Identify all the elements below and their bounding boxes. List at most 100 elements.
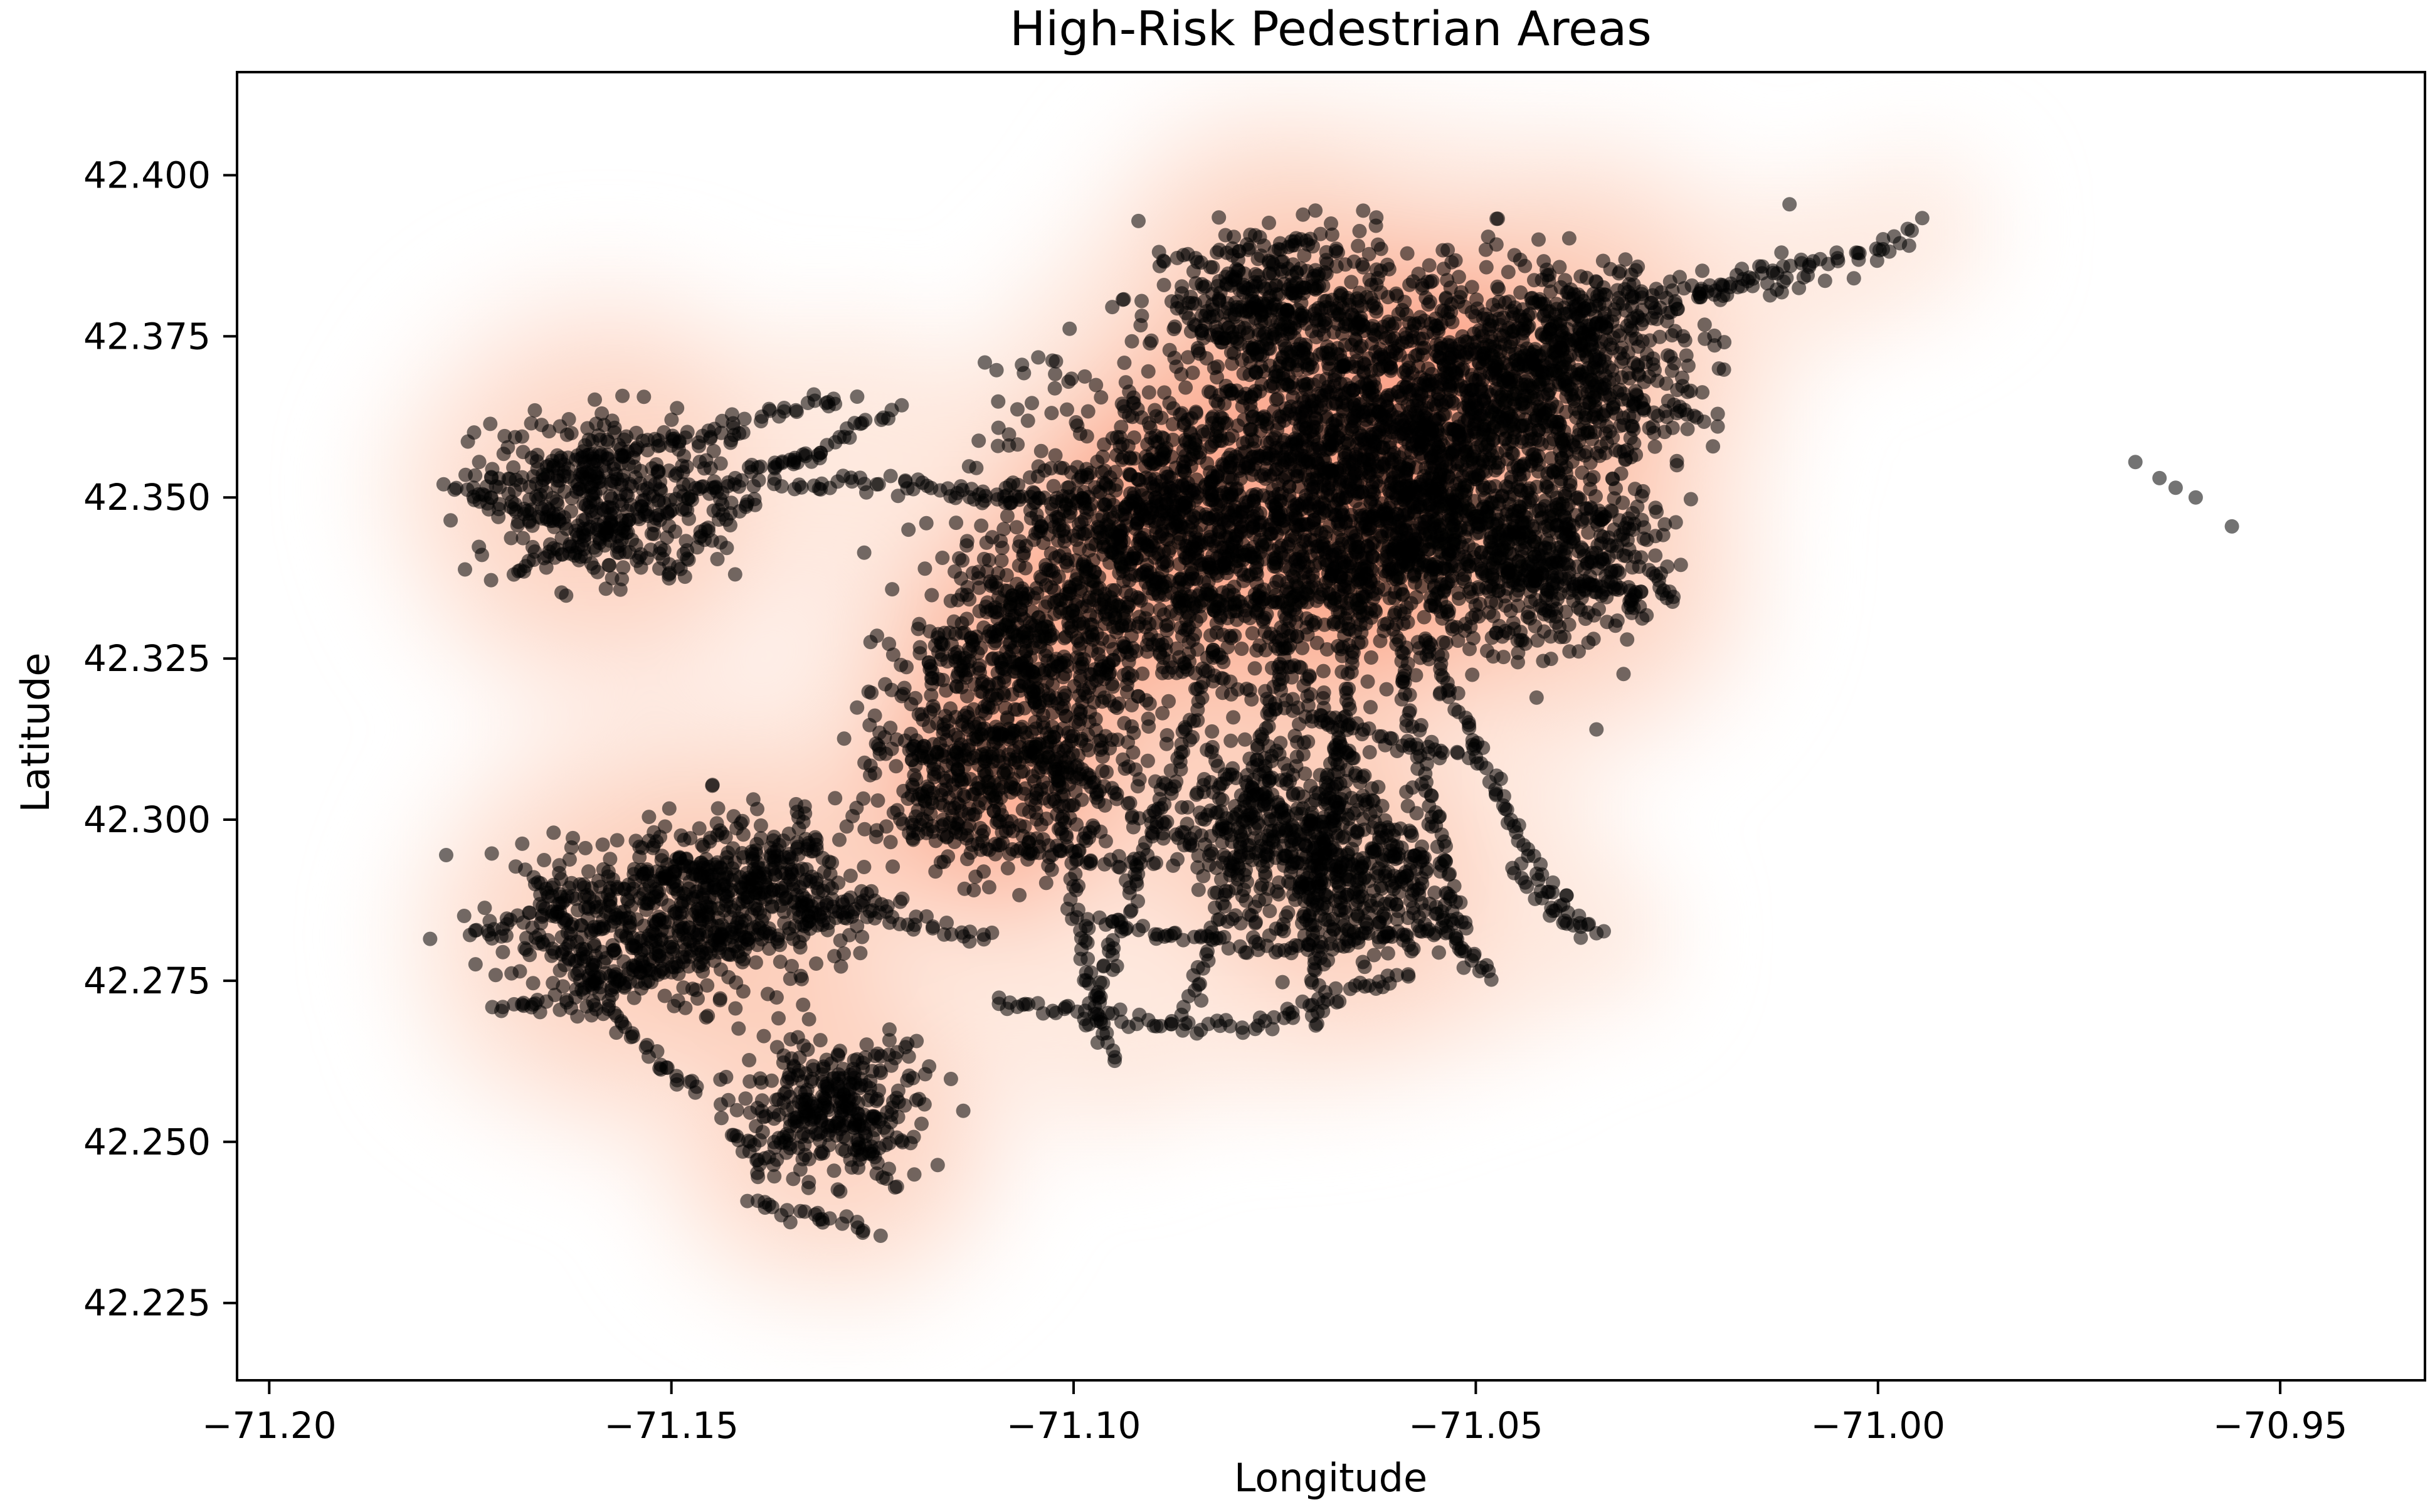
crash-point [806, 387, 821, 402]
crash-point [1433, 685, 1448, 700]
crash-point [1166, 322, 1181, 337]
crash-point [723, 518, 737, 532]
crash-point [1680, 421, 1695, 436]
crash-point [495, 1000, 510, 1015]
crash-point [1023, 470, 1037, 485]
crash-point [1202, 384, 1216, 399]
crash-point [1115, 507, 1130, 522]
crash-point [1043, 563, 1059, 578]
crash-point [889, 1179, 904, 1194]
crash-point [1141, 385, 1156, 400]
crash-point [1561, 231, 1577, 246]
crash-point [1159, 815, 1175, 829]
crash-point [1031, 350, 1046, 365]
crash-point [1074, 470, 1089, 485]
crash-point [1265, 431, 1281, 447]
crash-point [1410, 441, 1425, 457]
crash-point [1111, 849, 1126, 864]
crash-point [1114, 452, 1129, 467]
crash-point [522, 905, 537, 920]
crash-point [1092, 975, 1107, 990]
crash-point [1013, 534, 1028, 549]
crash-point [1207, 435, 1222, 449]
crash-point [1116, 292, 1130, 307]
crash-point [811, 448, 825, 462]
crash-point [1149, 855, 1163, 870]
crash-point [858, 413, 873, 428]
crash-point [1176, 933, 1191, 948]
crash-point [873, 1229, 888, 1243]
crash-point [770, 457, 785, 472]
crash-point [1403, 737, 1418, 753]
crash-point [1203, 628, 1218, 643]
crash-point [1025, 396, 1039, 411]
crash-point [1280, 377, 1295, 392]
crash-point [1078, 500, 1093, 515]
crash-point [776, 404, 791, 419]
crash-point [1403, 429, 1418, 444]
crash-point [814, 476, 829, 491]
crash-point [990, 438, 1005, 453]
crash-point [1904, 223, 1919, 238]
crash-point [1165, 416, 1180, 431]
crash-point [1147, 514, 1162, 529]
crash-point [1401, 969, 1416, 984]
crash-point [1044, 406, 1059, 421]
crash-point [1107, 1054, 1122, 1069]
crash-point [1830, 253, 1846, 268]
crash-point [1266, 404, 1281, 419]
crash-point [1752, 259, 1767, 274]
crash-point [1332, 994, 1347, 1009]
crash-point [1011, 477, 1026, 492]
crash-point [979, 535, 994, 550]
crash-point [871, 477, 886, 492]
crash-point [1164, 1017, 1179, 1032]
crash-point [1647, 439, 1662, 454]
crash-point [1597, 924, 1611, 939]
crash-point [1286, 1010, 1301, 1025]
crash-point [1341, 383, 1356, 398]
crash-point [989, 362, 1004, 378]
crash-point [1069, 415, 1084, 430]
crash-point [1488, 786, 1503, 801]
crash-point [1112, 860, 1128, 875]
crash-point [974, 518, 989, 533]
crash-point [1342, 717, 1357, 732]
crash-point [1058, 1000, 1073, 1015]
crash-point [1431, 324, 1446, 339]
crash-point [1481, 964, 1496, 978]
crash-point [1063, 872, 1078, 887]
crash-point [1706, 439, 1721, 454]
crash-point [1173, 571, 1188, 586]
crash-point [995, 541, 1010, 556]
crash-point [1683, 492, 1698, 507]
chart-title: High-Risk Pedestrian Areas [1010, 1, 1652, 56]
crash-point [1692, 286, 1707, 301]
crash-point [1229, 383, 1244, 398]
crash-point [1466, 948, 1481, 963]
crash-point [996, 522, 1012, 537]
crash-point [1000, 509, 1015, 524]
points-layer [423, 197, 2239, 1243]
crash-point [879, 1171, 894, 1186]
crash-point [1501, 265, 1516, 280]
crash-point [1695, 385, 1710, 400]
crash-point [1245, 626, 1260, 641]
crash-point [1450, 746, 1466, 761]
crash-point [943, 489, 958, 504]
crash-point [1360, 378, 1375, 392]
crash-point [1901, 238, 1916, 253]
crash-point [1232, 463, 1247, 478]
crash-point [1050, 490, 1065, 505]
crash-point [1198, 586, 1213, 601]
crash-point [1065, 911, 1080, 926]
crash-point [1150, 547, 1165, 562]
crash-point [767, 471, 782, 486]
crash-point [1101, 518, 1116, 533]
crash-point [962, 490, 977, 505]
crash-point [1389, 968, 1404, 983]
crash-point [1181, 989, 1196, 1003]
crash-point [857, 477, 872, 492]
crash-point [1043, 461, 1059, 476]
